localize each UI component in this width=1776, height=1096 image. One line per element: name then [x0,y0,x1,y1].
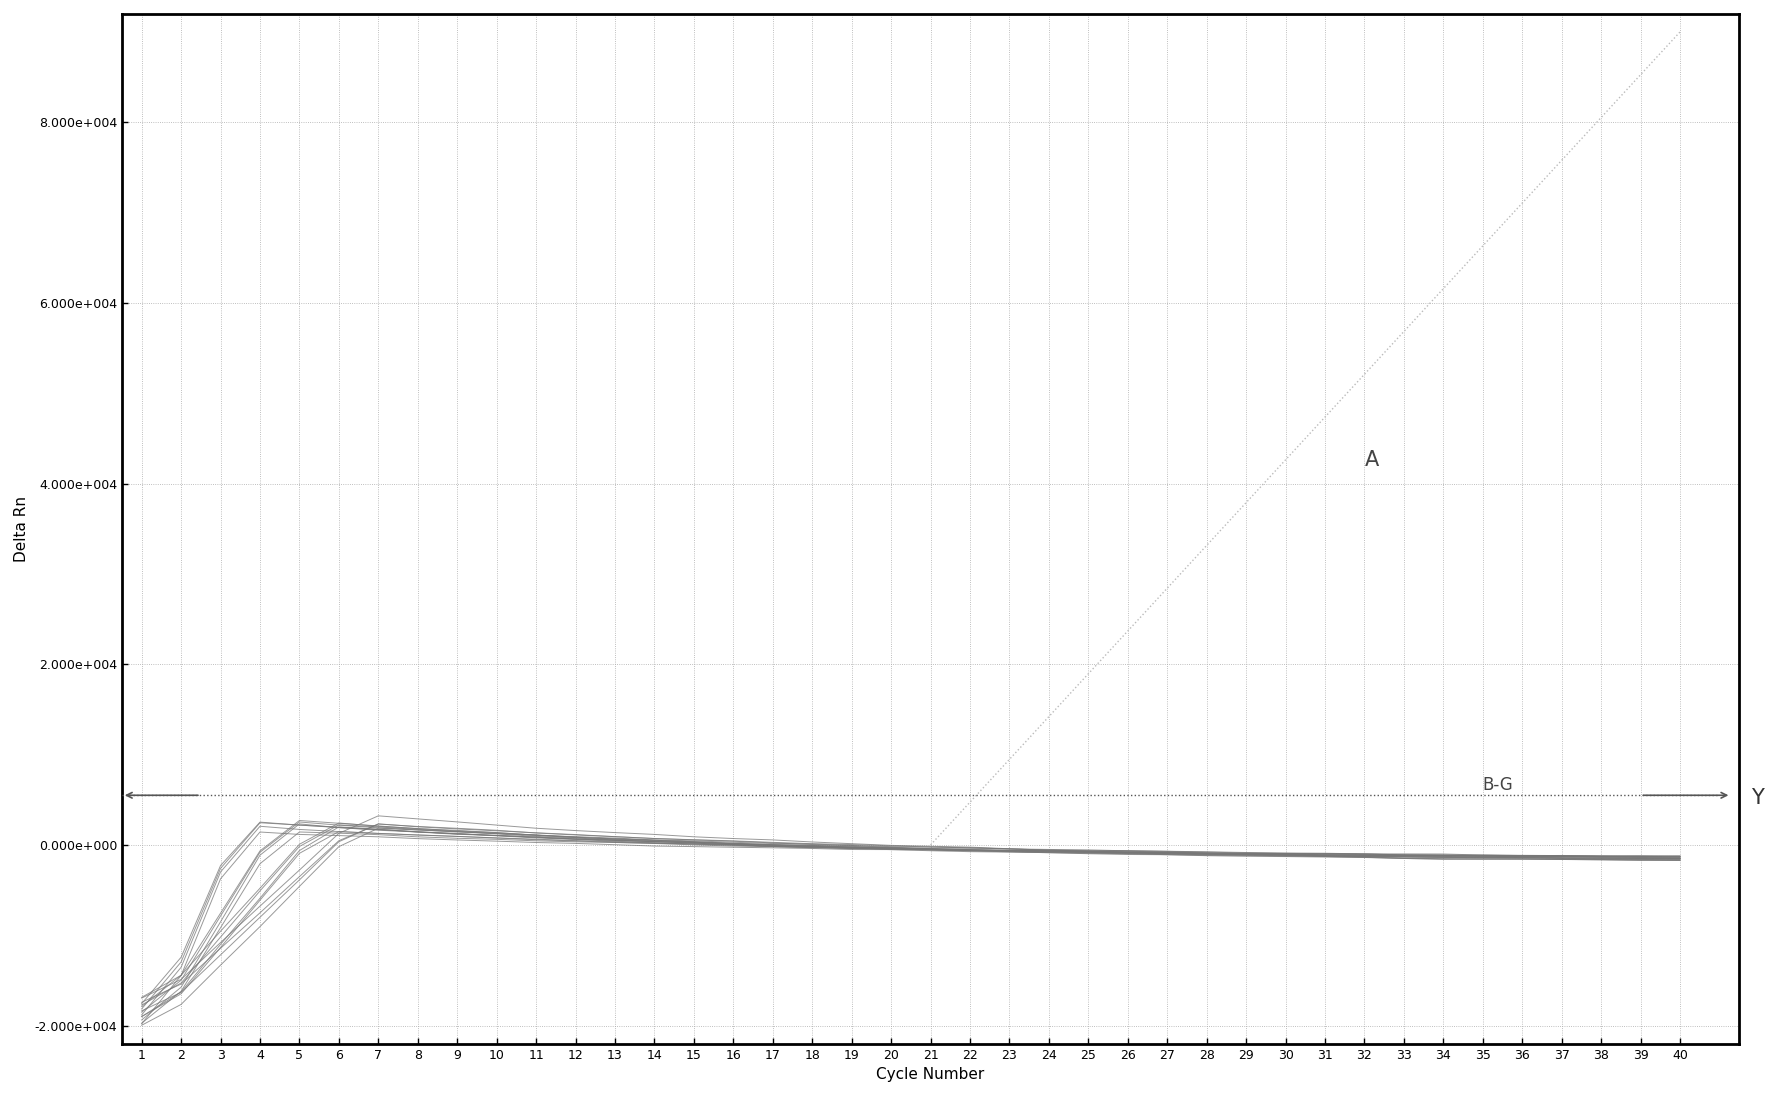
Text: Y: Y [1751,788,1764,809]
Text: A: A [1364,449,1378,469]
Y-axis label: Delta Rn: Delta Rn [14,495,28,562]
X-axis label: Cycle Number: Cycle Number [876,1068,984,1082]
Text: B-G: B-G [1483,776,1513,794]
